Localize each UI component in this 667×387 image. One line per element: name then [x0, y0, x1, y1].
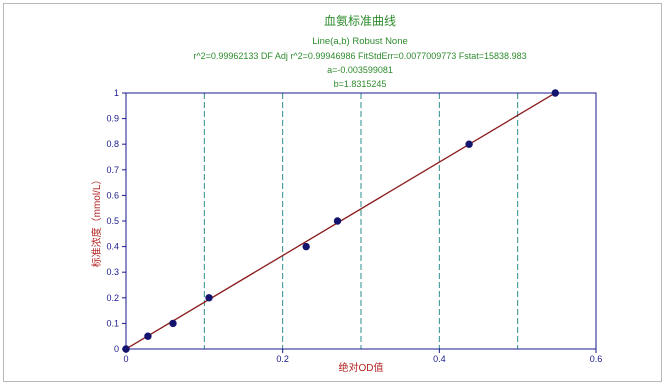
y-tick-label: 0.1	[106, 318, 119, 328]
x-tick-label: 0.2	[276, 354, 289, 364]
x-axis-label: 绝对OD值	[339, 361, 384, 374]
chart-subtitle-intercept: a=-0.003599081	[327, 65, 393, 75]
data-point	[551, 89, 559, 97]
data-point	[122, 345, 130, 353]
y-tick-label: 1	[114, 88, 119, 98]
plot-border	[125, 92, 597, 350]
y-tick-label: 0.3	[106, 267, 119, 277]
x-axis-ticks: 0 0.2 0.4 0.6	[123, 349, 602, 364]
x-tick-label: 0.6	[590, 354, 603, 364]
y-tick-label: 0.6	[106, 190, 119, 200]
y-tick-label: 0.8	[106, 139, 119, 149]
y-tick-label: 0.4	[106, 242, 119, 252]
data-point	[465, 140, 473, 148]
data-points	[122, 89, 559, 353]
plot-area: 0 0.1 0.2 0.3 0.4 0.5 0.6 0.7 0.8 0.9 1 0 0.2 0.4 0.6	[106, 88, 602, 364]
x-gridlines	[203, 93, 519, 349]
y-tick-label: 0.5	[106, 216, 119, 226]
y-axis-label: 标准浓度（mmol/L）	[90, 175, 103, 268]
chart-subtitle-fit-model: Line(a,b) Robust None	[312, 36, 408, 47]
x-tick-label: 0.4	[433, 354, 446, 364]
y-axis-ticks: 0 0.1 0.2 0.3 0.4 0.5 0.6 0.7 0.8 0.9 1	[106, 88, 126, 354]
chart-subtitle-fit-statistics: r^2=0.99962133 DF Adj r^2=0.99946986 Fit…	[193, 51, 526, 61]
data-point	[169, 319, 177, 328]
x-tick-label: 0	[123, 354, 128, 364]
y-tick-label: 0	[114, 344, 119, 354]
y-tick-label: 0.9	[106, 114, 119, 124]
chart-subtitle-slope: b=1.8315245	[334, 79, 387, 89]
data-point	[302, 242, 310, 251]
y-tick-label: 0.7	[106, 165, 119, 175]
data-point	[205, 294, 213, 302]
chart-title: 血氨标准曲线	[324, 14, 396, 28]
y-tick-label: 0.2	[106, 293, 119, 303]
data-point	[144, 332, 152, 340]
data-point	[333, 217, 342, 225]
